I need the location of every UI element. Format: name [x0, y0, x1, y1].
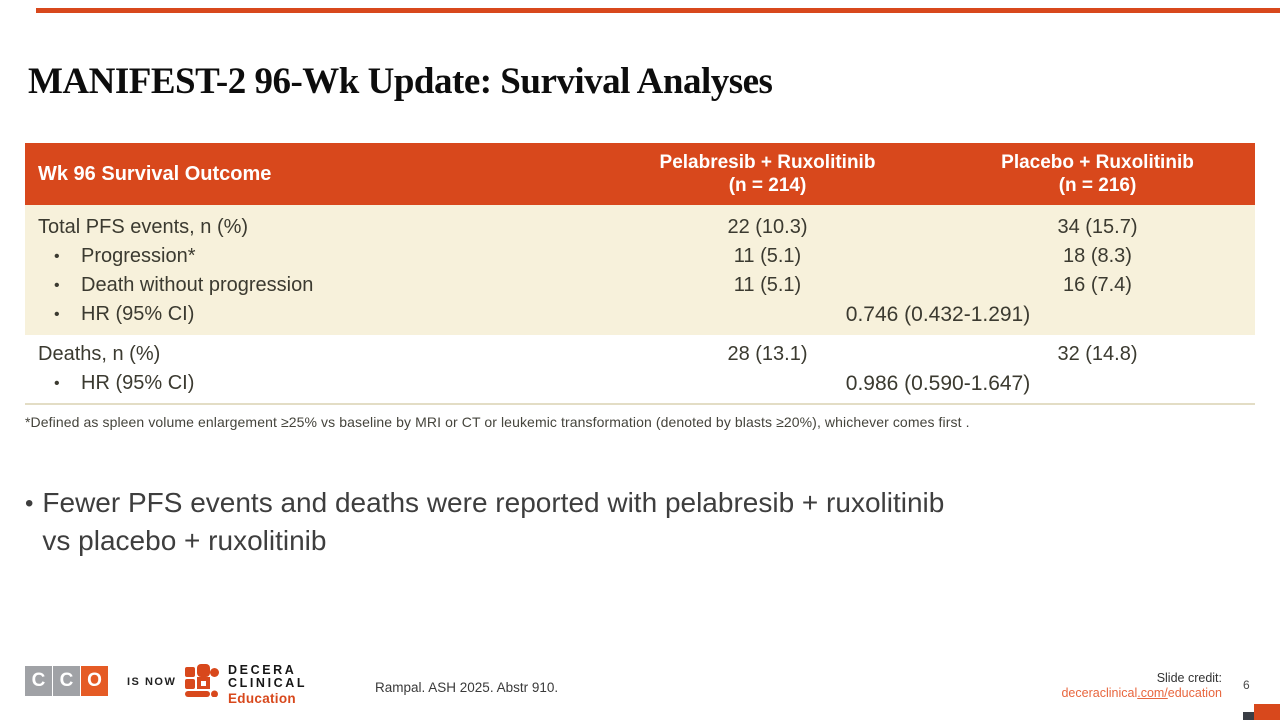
- cco-logo-letter: O: [81, 666, 108, 696]
- takeaway-bullet: Fewer PFS events and deaths were reporte…: [25, 484, 1245, 560]
- reference-citation: Rampal. ASH 2025. Abstr 910.: [375, 680, 559, 695]
- table-row: Progression* 11 (5.1) 18 (8.3): [25, 242, 1255, 271]
- row-value-arm1: 11 (5.1): [733, 274, 802, 296]
- takeaway-text: Fewer PFS events and deaths were reporte…: [42, 484, 944, 560]
- corner-accent-dark: [1243, 712, 1254, 720]
- cco-logo-letter: C: [25, 666, 52, 696]
- arm1-name: Pelabresib + Ruxolitinib: [659, 152, 876, 173]
- deaths-group: Deaths, n (%) 28 (13.1) 32 (14.8) HR (95…: [25, 335, 1255, 405]
- decera-logo-text: DECERA CLINICAL Education: [228, 664, 307, 706]
- row-value-combined: 0.746 (0.432-1.291): [845, 303, 1031, 326]
- row-value-arm1: 28 (13.1): [727, 343, 808, 365]
- arm2-n: (n = 216): [1058, 175, 1137, 196]
- cco-logo-letter: C: [53, 666, 80, 696]
- slide-credit-link[interactable]: deceraclinical.com/education: [1061, 686, 1222, 701]
- table-row: Deaths, n (%) 28 (13.1) 32 (14.8): [25, 340, 1255, 369]
- table-row: HR (95% CI) 0.746 (0.432-1.291): [25, 300, 1255, 329]
- arm1-n: (n = 214): [728, 175, 807, 196]
- row-value-arm2: 18 (8.3): [1063, 245, 1132, 267]
- row-label: Total PFS events, n (%): [38, 216, 249, 238]
- page-number: 6: [1243, 678, 1250, 692]
- row-label: HR (95% CI): [25, 369, 595, 398]
- credit-link-path[interactable]: education: [1167, 686, 1222, 700]
- credit-link-domain[interactable]: deceraclinical: [1061, 686, 1138, 700]
- slide-credit-label: Slide credit:: [1156, 671, 1222, 685]
- table-header-arm2: Placebo + Ruxolitinib (n = 216): [940, 151, 1255, 197]
- row-value-arm2: 16 (7.4): [1063, 274, 1132, 296]
- credit-link-tld[interactable]: .com/: [1137, 686, 1168, 700]
- corner-accent-orange: [1254, 704, 1280, 720]
- table-header-outcome: Wk 96 Survival Outcome: [38, 162, 272, 185]
- table-row: Total PFS events, n (%) 22 (10.3) 34 (15…: [25, 213, 1255, 242]
- row-label: Death without progression: [25, 271, 595, 300]
- page-title: MANIFEST-2 96-Wk Update: Survival Analys…: [28, 61, 773, 102]
- survival-outcomes-table: Wk 96 Survival Outcome Pelabresib + Ruxo…: [25, 143, 1255, 405]
- table-row: HR (95% CI) 0.986 (0.590-1.647): [25, 369, 1255, 398]
- footnote: *Defined as spleen volume enlargement ≥2…: [25, 414, 970, 430]
- row-value-combined: 0.986 (0.590-1.647): [845, 372, 1031, 395]
- cco-logo: C C O: [25, 666, 108, 696]
- pfs-events-group: Total PFS events, n (%) 22 (10.3) 34 (15…: [25, 205, 1255, 335]
- row-label: Deaths, n (%): [38, 343, 161, 365]
- top-accent-bar: [36, 8, 1280, 13]
- row-value-arm2: 32 (14.8): [1057, 343, 1138, 365]
- takeaway-line-2: vs placebo + ruxolitinib: [42, 525, 327, 556]
- arm2-name: Placebo + Ruxolitinib: [1001, 152, 1194, 173]
- education-word: Education: [228, 691, 296, 706]
- is-now-label: IS NOW: [127, 676, 177, 688]
- row-value-arm1: 22 (10.3): [727, 216, 808, 238]
- table-row: Death without progression 11 (5.1) 16 (7…: [25, 271, 1255, 300]
- row-value-arm2: 34 (15.7): [1057, 216, 1138, 238]
- table-header-arm1: Pelabresib + Ruxolitinib (n = 214): [595, 151, 940, 197]
- row-value-arm1: 11 (5.1): [733, 245, 802, 267]
- decera-word: DECERA: [228, 663, 297, 677]
- decera-logo-icon: [185, 664, 219, 697]
- clinical-word: CLINICAL: [228, 675, 308, 690]
- slide-credit: Slide credit: deceraclinical.com/educati…: [1061, 671, 1222, 701]
- row-label: Progression*: [25, 242, 595, 271]
- takeaway-line-1: Fewer PFS events and deaths were reporte…: [42, 487, 945, 518]
- table-header-row: Wk 96 Survival Outcome Pelabresib + Ruxo…: [25, 143, 1255, 205]
- row-label: HR (95% CI): [25, 300, 595, 329]
